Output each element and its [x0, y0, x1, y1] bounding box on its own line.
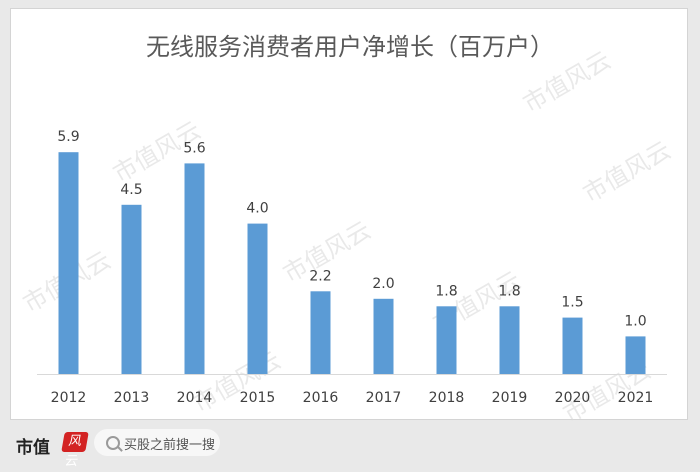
search-box[interactable]: 买股之前搜一搜: [94, 429, 220, 456]
search-text: 买股之前搜一搜: [124, 438, 216, 453]
search-icon: [106, 436, 120, 450]
bar-2019: [499, 306, 520, 374]
value-label-2014: 5.6: [183, 140, 205, 156]
x-tick-2013: 2013: [114, 390, 150, 406]
bar-2012: [58, 152, 79, 374]
bar-2021: [625, 336, 646, 374]
bar-2017: [373, 298, 394, 374]
x-tick-2019: 2019: [492, 390, 528, 406]
bar-2018: [436, 306, 457, 374]
x-tick-2015: 2015: [240, 390, 276, 406]
value-label-2018: 1.8: [435, 283, 457, 299]
value-label-2013: 4.5: [120, 182, 142, 198]
value-label-2016: 2.2: [309, 268, 331, 284]
x-tick-2016: 2016: [303, 390, 339, 406]
x-tick-2012: 2012: [51, 390, 87, 406]
brand-logo: 风云: [61, 432, 89, 469]
bar-2020: [562, 317, 583, 374]
bar-2016: [310, 291, 331, 374]
value-label-2019: 1.8: [498, 283, 520, 299]
brand-name: 市值: [16, 438, 50, 458]
value-labels-group: 5.9 4.5 5.6 4.0 2.2 2.0 1.8 1.8 1.5 1.0: [57, 129, 646, 329]
bar-2013: [121, 204, 142, 374]
value-label-2020: 1.5: [561, 295, 583, 311]
x-tick-2017: 2017: [366, 390, 402, 406]
footer-bar: 市值 风云 买股之前搜一搜: [0, 420, 700, 469]
value-label-2021: 1.0: [624, 313, 646, 329]
x-tick-2018: 2018: [429, 390, 465, 406]
value-label-2015: 4.0: [246, 201, 268, 217]
x-tick-2021: 2021: [618, 390, 654, 406]
bar-2014: [184, 163, 205, 374]
watermark-text: 市值风云: [578, 136, 675, 208]
bar-chart: 市值风云市值风云市值风云市值风云市值风云市值风云市值风云市值风云 无线服务消费者…: [18, 33, 675, 421]
chart-title: 无线服务消费者用户净增长（百万户）: [146, 33, 554, 61]
x-tick-2014: 2014: [177, 390, 213, 406]
chart-frame: 市值风云市值风云市值风云市值风云市值风云市值风云市值风云市值风云 无线服务消费者…: [10, 8, 688, 421]
bar-2015: [247, 223, 268, 374]
x-tick-labels-group: 2012 2013 2014 2015 2016 2017 2018 2019 2020 2021: [51, 390, 654, 406]
value-label-2012: 5.9: [57, 129, 79, 145]
value-label-2017: 2.0: [372, 276, 394, 292]
x-tick-2020: 2020: [555, 390, 591, 406]
bars-group: [58, 152, 646, 374]
